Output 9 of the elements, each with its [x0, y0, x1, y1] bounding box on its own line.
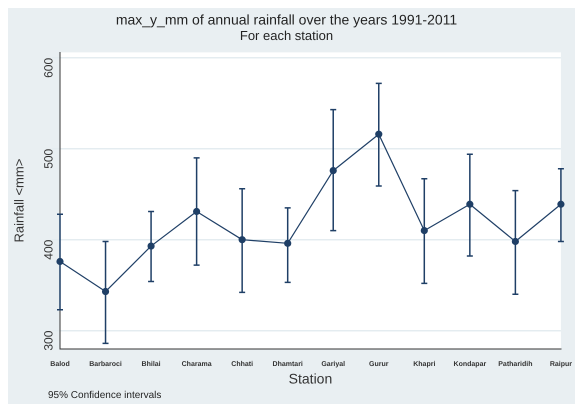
chart-title: max_y_mm of annual rainfall over the years 1991-2011 [116, 11, 458, 28]
y-tick-label: 300 [41, 330, 56, 351]
chart-subtitle: For each station [240, 28, 334, 44]
x-axis-title: Station [288, 370, 332, 386]
y-tick-label: 500 [41, 148, 56, 169]
y-axis-title: Rainfall <mm> [11, 158, 26, 243]
text: 95% Confidence intervals [48, 390, 162, 401]
y-tick-label: 600 [41, 58, 56, 78]
y-tick-label: 400 [41, 239, 56, 260]
